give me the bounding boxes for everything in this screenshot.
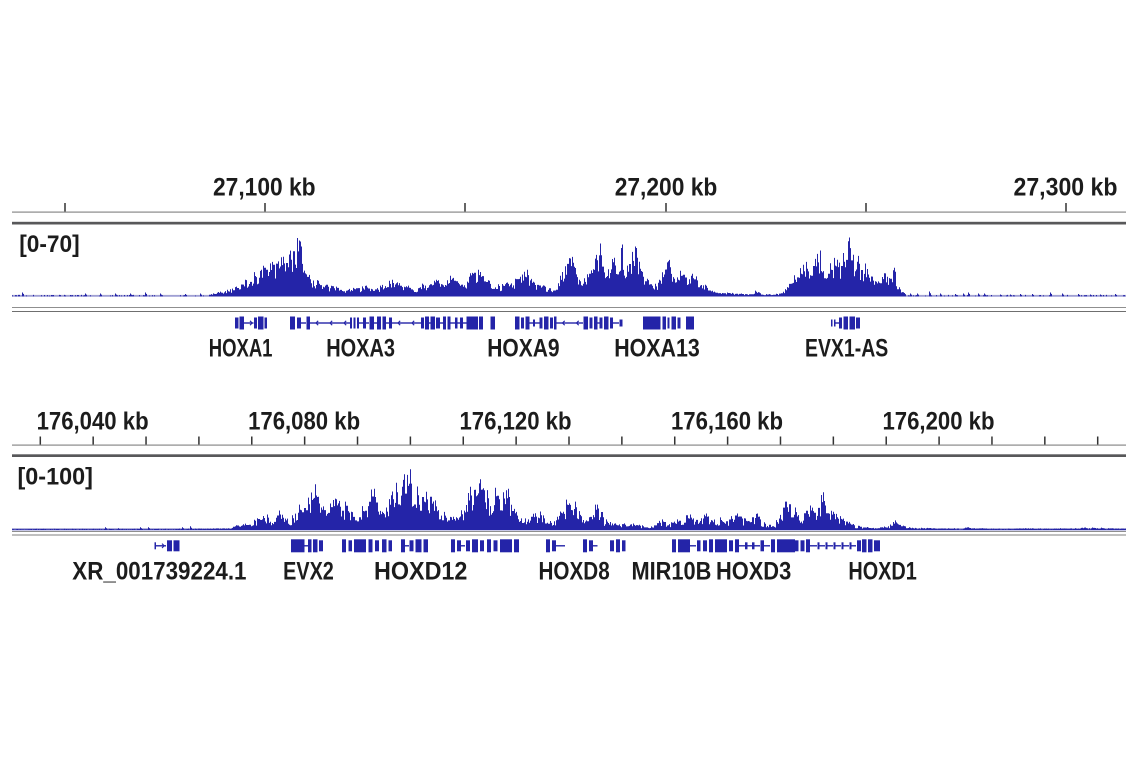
svg-text:HOXD12: HOXD12	[374, 558, 467, 586]
svg-text:HOXA13: HOXA13	[614, 335, 700, 363]
svg-text:EVX1-AS: EVX1-AS	[805, 335, 888, 363]
svg-text:27,200 kb: 27,200 kb	[615, 174, 718, 202]
svg-text:27,300 kb: 27,300 kb	[1014, 174, 1118, 202]
svg-text:XR_001739224.1: XR_001739224.1	[72, 558, 246, 586]
svg-text:MIR10B: MIR10B	[631, 558, 711, 586]
svg-text:HOXA9: HOXA9	[487, 335, 559, 363]
svg-text:HOXA3: HOXA3	[326, 335, 395, 363]
svg-text:[0-100]: [0-100]	[18, 463, 93, 490]
svg-text:HOXD8: HOXD8	[539, 558, 610, 586]
svg-text:[0-70]: [0-70]	[19, 231, 79, 258]
svg-text:EVX2: EVX2	[283, 558, 334, 586]
svg-text:176,120 kb: 176,120 kb	[460, 408, 572, 436]
svg-text:176,200 kb: 176,200 kb	[883, 408, 995, 436]
svg-text:HOXA1: HOXA1	[209, 335, 273, 363]
svg-text:176,160 kb: 176,160 kb	[671, 408, 783, 436]
svg-text:HOXD1: HOXD1	[848, 558, 917, 586]
svg-text:176,080 kb: 176,080 kb	[248, 408, 360, 436]
svg-text:HOXD3: HOXD3	[716, 558, 791, 586]
svg-text:27,100 kb: 27,100 kb	[213, 174, 316, 202]
svg-text:176,040 kb: 176,040 kb	[37, 408, 149, 436]
